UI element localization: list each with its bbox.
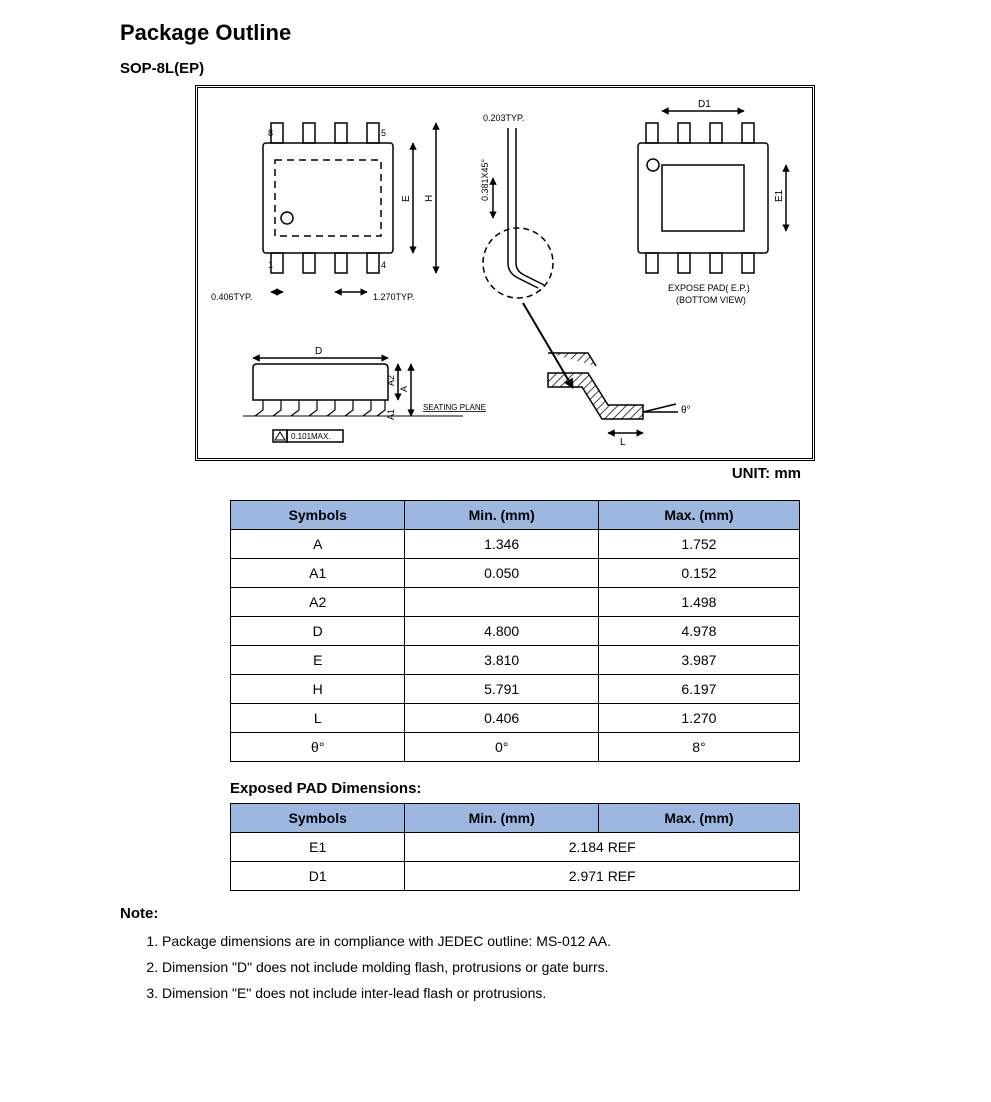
note-heading: Note: [120,905,961,922]
svg-text:L: L [620,437,626,448]
svg-text:0.381X45°: 0.381X45° [480,158,490,201]
svg-text:0.203TYP.: 0.203TYP. [483,113,524,123]
unit-label: UNIT: mm [30,465,801,482]
exposed-pad-table: SymbolsMin. (mm)Max. (mm) E12.184 REFD12… [230,803,800,891]
svg-text:(BOTTOM VIEW): (BOTTOM VIEW) [676,295,746,305]
svg-text:5: 5 [381,128,386,138]
note-item: Dimension "D" does not include molding f… [162,954,961,980]
svg-text:E1: E1 [774,189,785,202]
page-title: Package Outline [120,20,961,46]
note-item: Package dimensions are in compliance wit… [162,928,961,954]
svg-text:A: A [399,386,409,392]
svg-text:4: 4 [381,260,386,270]
svg-text:A2: A2 [386,375,396,386]
package-drawing: 8 5 1 4 E H 0.406TYP. 1.270TYP. 0.203TYP… [195,85,815,461]
svg-text:D1: D1 [698,99,711,110]
svg-text:θ°: θ° [681,405,691,416]
svg-text:H: H [424,195,435,202]
notes-list: Package dimensions are in compliance wit… [140,928,961,1006]
svg-text:0.101MAX.: 0.101MAX. [291,432,331,441]
svg-text:1.270TYP.: 1.270TYP. [373,292,414,302]
svg-text:8: 8 [268,128,273,138]
svg-text:D: D [315,346,322,357]
svg-text:1: 1 [268,260,273,270]
svg-text:E: E [401,195,412,202]
svg-text:0.406TYP.: 0.406TYP. [211,292,252,302]
exposed-pad-heading: Exposed PAD Dimensions: [230,780,961,797]
svg-text:A1: A1 [386,409,396,420]
package-subtitle: SOP-8L(EP) [120,60,961,77]
svg-text:SEATING PLANE: SEATING PLANE [423,403,486,412]
svg-text:EXPOSE PAD( E.P.): EXPOSE PAD( E.P.) [668,283,750,293]
note-item: Dimension "E" does not include inter-lea… [162,980,961,1006]
dimensions-table: SymbolsMin. (mm)Max. (mm) A1.3461.752A10… [230,500,800,762]
